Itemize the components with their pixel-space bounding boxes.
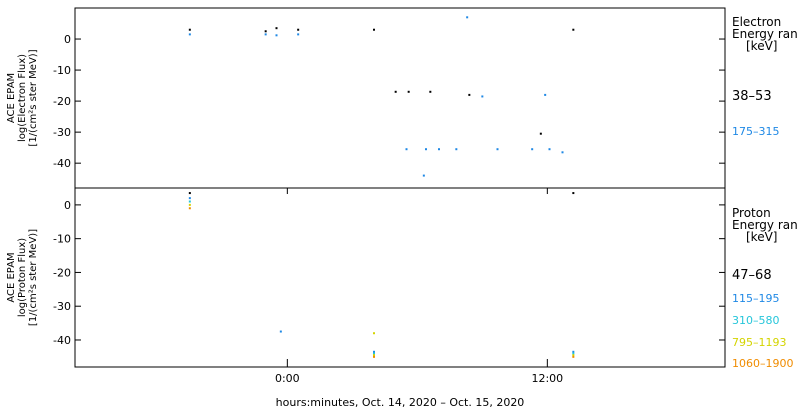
electron-legend-line-1: Electron bbox=[732, 15, 782, 29]
proton-point-s3-2 bbox=[188, 200, 191, 203]
electron-plot-frame bbox=[74, 7, 726, 189]
proton-legend-entry-4: 795–1193 bbox=[732, 336, 787, 349]
electron-legend-line-3: [keV] bbox=[746, 39, 778, 53]
electron-point-s2-16 bbox=[481, 95, 484, 98]
electron-point-s1-3 bbox=[264, 30, 267, 33]
electron-point-s2-9 bbox=[438, 148, 440, 151]
proton-point-s5-2 bbox=[188, 207, 191, 210]
proton-point-s2-2 bbox=[188, 197, 191, 200]
electron-point-s1-5 bbox=[297, 28, 300, 31]
proton-ylabel-line-2: log(Proton Flux) bbox=[17, 238, 28, 317]
electron-ytick-label-1: -10 bbox=[53, 64, 71, 77]
electron-ylabel-line-1: ACE EPAM bbox=[6, 73, 17, 123]
electron-point-s1-10 bbox=[429, 90, 432, 93]
proton-ytick-label-4: -40 bbox=[53, 334, 71, 347]
electron-point-s2-6 bbox=[466, 16, 469, 19]
electron-point-s2-3 bbox=[264, 33, 267, 36]
xtick-label-1: 12:00 bbox=[531, 372, 563, 385]
electron-ytick-label-4: -40 bbox=[53, 157, 71, 170]
proton-legend-entry-1: 47–68 bbox=[732, 268, 772, 283]
electron-point-s1-4 bbox=[275, 27, 278, 30]
electron-point-s2-12 bbox=[531, 148, 534, 151]
x-axis-label: hours:minutes, Oct. 14, 2020 – Oct. 15, … bbox=[275, 396, 525, 409]
proton-legend-entry-3: 310–580 bbox=[732, 314, 780, 327]
proton-ylabel-line-3: [1/(cm²s ster MeV)] bbox=[28, 229, 39, 326]
electron-point-s1-8 bbox=[394, 90, 397, 93]
proton-legend-line-1: Proton bbox=[732, 206, 771, 220]
electron-ylabel-line-3: [1/(cm²s ster MeV)] bbox=[28, 49, 39, 146]
proton-point-s2-4 bbox=[373, 350, 375, 353]
electron-point-s2-7 bbox=[405, 148, 408, 151]
electron-point-s2-2 bbox=[188, 33, 191, 36]
proton-point-s4-5 bbox=[572, 354, 575, 357]
electron-ytick-label-3: -30 bbox=[53, 126, 71, 139]
electron-legend-title: Electron Energy ran [keV] bbox=[732, 16, 798, 52]
proton-point-s1-2 bbox=[188, 192, 191, 195]
proton-point-s5-3 bbox=[373, 355, 375, 358]
proton-legend-line-2: Energy ran bbox=[732, 218, 798, 232]
proton-point-s4-3 bbox=[373, 332, 375, 335]
proton-point-s5-4 bbox=[572, 355, 575, 358]
electron-point-s1-11 bbox=[468, 93, 471, 96]
electron-point-s2-8 bbox=[425, 148, 427, 151]
electron-point-s2-10 bbox=[455, 148, 458, 151]
electron-point-s2-4 bbox=[275, 34, 278, 37]
proton-legend-entry-2: 115–195 bbox=[732, 292, 780, 305]
proton-point-s1-3 bbox=[572, 192, 575, 195]
electron-point-s1-7 bbox=[572, 28, 575, 31]
electron-point-s2-5 bbox=[297, 33, 300, 36]
proton-ylabel-line-1: ACE EPAM bbox=[6, 252, 17, 302]
electron-point-s2-14 bbox=[561, 151, 564, 154]
electron-point-s1-2 bbox=[188, 28, 191, 31]
electron-ytick-label-0: 0 bbox=[64, 33, 71, 46]
xtick-label-0: 0:00 bbox=[275, 372, 300, 385]
electron-legend-entry-2: 175–315 bbox=[732, 125, 780, 138]
electron-point-s2-11 bbox=[496, 148, 499, 151]
electron-point-s1-6 bbox=[373, 28, 375, 31]
electron-legend-entry-1: 38–53 bbox=[732, 89, 772, 104]
proton-ytick-label-2: -20 bbox=[53, 266, 71, 279]
proton-legend-entry-5: 1060–1900 bbox=[732, 357, 794, 370]
electron-point-s2-13 bbox=[548, 148, 551, 151]
electron-ylabel-line-2: log(Electron Flux) bbox=[17, 54, 28, 142]
proton-ytick-label-1: -10 bbox=[53, 233, 71, 246]
electron-point-s1-9 bbox=[407, 90, 410, 93]
proton-legend-line-3: [keV] bbox=[746, 230, 778, 244]
proton-point-s4-4 bbox=[373, 354, 375, 357]
proton-ytick-label-3: -30 bbox=[53, 300, 71, 313]
proton-point-s3-3 bbox=[373, 352, 375, 355]
proton-point-s4-2 bbox=[188, 203, 191, 206]
electron-ytick-label-2: -20 bbox=[53, 95, 71, 108]
proton-point-s2-3 bbox=[279, 330, 282, 333]
proton-point-s2-5 bbox=[572, 350, 575, 353]
proton-plot-frame bbox=[74, 187, 726, 368]
proton-ytick-label-0: 0 bbox=[64, 199, 71, 212]
electron-point-s2-15 bbox=[422, 174, 425, 177]
electron-point-s2-17 bbox=[544, 93, 547, 96]
electron-point-s1-12 bbox=[539, 132, 542, 135]
proton-legend-title: Proton Energy ran [keV] bbox=[732, 207, 798, 243]
proton-point-s3-4 bbox=[572, 352, 575, 355]
electron-legend-line-2: Energy ran bbox=[732, 27, 798, 41]
